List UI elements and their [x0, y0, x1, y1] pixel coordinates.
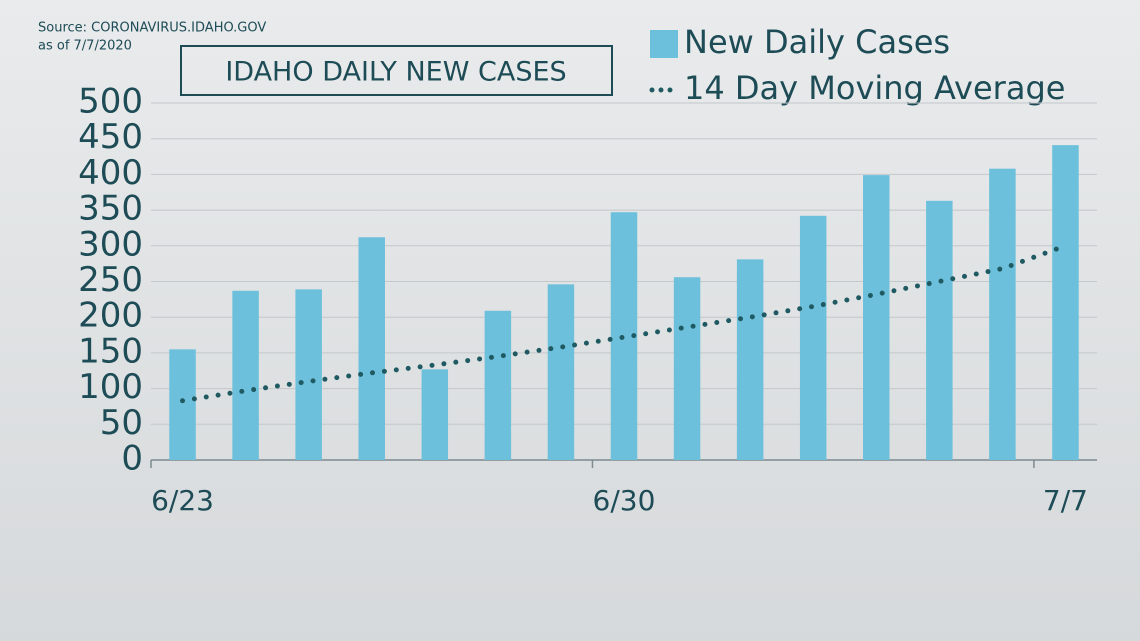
- legend: New Daily Cases 14 Day Moving Average: [649, 23, 1065, 107]
- x-tick-label: 6/23: [151, 484, 214, 517]
- y-tick-label: 300: [78, 224, 143, 264]
- y-tick-label: 450: [78, 117, 143, 157]
- bar: [547, 284, 575, 460]
- bar: [232, 290, 259, 460]
- y-tick-label: 150: [78, 331, 143, 371]
- y-tick-label: 400: [78, 153, 143, 193]
- title-box: [180, 45, 613, 96]
- y-tick-label: 50: [100, 403, 143, 443]
- date-note: as of 7/7/2020: [38, 39, 132, 54]
- chart-title: IDAHO DAILY NEW CASES: [225, 57, 566, 88]
- bar: [484, 310, 512, 460]
- bar: [989, 168, 1016, 461]
- y-tick-label: 500: [78, 82, 143, 122]
- source-note: Source: CORONAVIRUS.IDAHO.GOV: [38, 21, 266, 36]
- bar: [863, 175, 890, 460]
- y-tick-label: 250: [78, 260, 143, 300]
- bar: [673, 277, 701, 460]
- bar: [1052, 145, 1079, 460]
- bar: [736, 259, 764, 460]
- moving-average-line: [180, 243, 1068, 404]
- bar: [358, 237, 385, 460]
- y-tick-label: 200: [78, 296, 143, 336]
- legend-swatch: [650, 30, 678, 58]
- bar: [799, 215, 827, 460]
- legend-label: 14 Day Moving Average: [684, 69, 1065, 107]
- x-tick-label: 7/7: [1043, 484, 1088, 517]
- bar: [169, 349, 196, 460]
- x-tick-label: 6/30: [593, 484, 656, 517]
- bar: [421, 369, 449, 460]
- legend-label: New Daily Cases: [684, 23, 950, 61]
- y-tick-label: 0: [121, 439, 143, 479]
- y-tick-label: 350: [78, 189, 143, 229]
- bar: [926, 200, 953, 460]
- bar: [295, 289, 322, 460]
- y-tick-label: 100: [78, 367, 143, 407]
